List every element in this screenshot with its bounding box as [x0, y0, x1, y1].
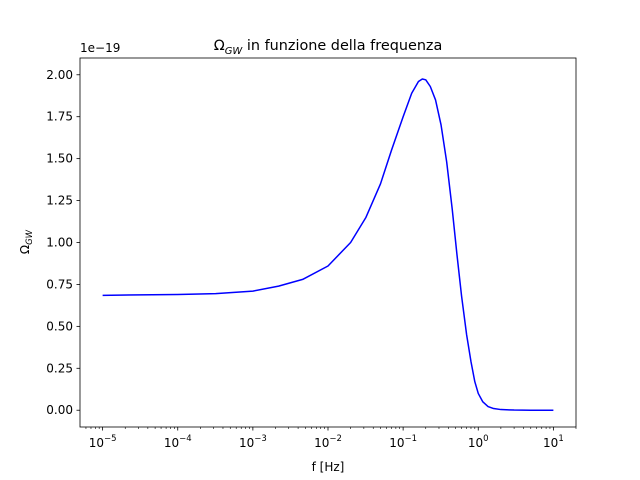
x-tick-label-base: 10 [239, 436, 254, 450]
y-ticks: 0.00 0.25 0.50 0.75 1.00 1.25 1.50 1.75 2.00 [46, 68, 80, 417]
y-tick-label: 2.00 [46, 68, 73, 82]
y-tick-label: 0.00 [46, 403, 73, 417]
y-offset-text: 1e−19 [80, 41, 120, 55]
x-tick-label-base: 10 [314, 436, 329, 450]
y-axis-label-sub: GW [25, 229, 35, 245]
x-tick-label-base: 10 [89, 436, 104, 450]
y-tick-label: 0.50 [46, 319, 73, 333]
x-tick-label-base: 10 [468, 436, 483, 450]
x-tick-label: 10−5 [89, 434, 117, 450]
y-tick-label: 1.75 [46, 110, 73, 124]
x-tick-label: 100 [468, 434, 489, 450]
x-tick-label-exponent: 0 [483, 434, 488, 444]
y-tick-label: 0.75 [46, 277, 73, 291]
y-tick-label: 1.50 [46, 152, 73, 166]
x-tick-label-exponent: 1 [558, 434, 563, 444]
chart-title-rest: in funzione della frequenza [242, 38, 442, 54]
plot-frame [79, 57, 577, 428]
x-tick-label: 10−4 [164, 434, 192, 450]
x-tick-label-base: 10 [389, 436, 404, 450]
series-line [102, 78, 554, 411]
chart-title: ΩGW in funzione della frequenza [214, 38, 443, 57]
x-tick-label-exponent: −2 [329, 434, 342, 444]
y-axis-label-main: Ω [18, 245, 32, 254]
series-layer [102, 78, 554, 411]
x-tick-label: 10−1 [389, 434, 417, 450]
x-tick-label-exponent: −4 [179, 434, 192, 444]
x-tick-label-exponent: −1 [405, 434, 418, 444]
y-axis-label: ΩGW [18, 229, 35, 254]
chart-title-main: Ω [214, 38, 225, 54]
x-tick-label-base: 10 [543, 436, 558, 450]
x-tick-label: 101 [543, 434, 564, 450]
x-tick-label: 10−3 [239, 434, 267, 450]
x-axis-label: f [Hz] [312, 460, 345, 474]
y-tick-label: 1.00 [46, 236, 73, 250]
x-tick-label-exponent: −3 [254, 434, 267, 444]
x-tick-label: 10−2 [314, 434, 342, 450]
x-tick-label-base: 10 [164, 436, 179, 450]
chart-title-sub: GW [225, 46, 244, 57]
y-tick-label: 0.25 [46, 361, 73, 375]
x-ticks: 10−5 10−4 10−3 10−2 10−1 100 101 [85, 427, 577, 450]
y-tick-label: 1.25 [46, 194, 73, 208]
x-tick-label-exponent: −5 [104, 434, 117, 444]
